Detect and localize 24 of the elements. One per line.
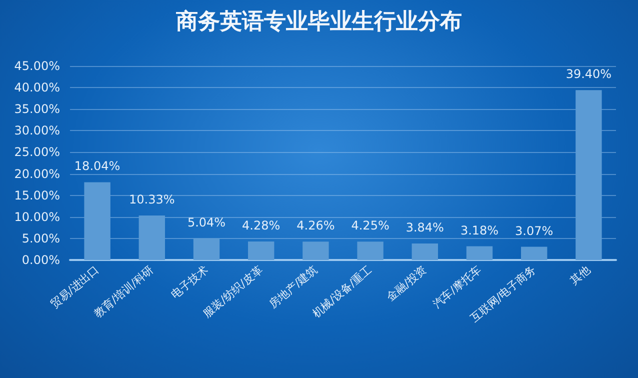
data-label: 4.28% bbox=[242, 218, 280, 233]
chart-title: 商务英语专业毕业生行业分布 bbox=[175, 8, 462, 34]
y-tick-label: 45.00% bbox=[14, 59, 60, 73]
y-tick-label: 10.00% bbox=[14, 210, 60, 224]
data-label: 3.84% bbox=[406, 220, 444, 234]
x-tick-label: 金融/投资 bbox=[384, 263, 430, 304]
y-tick-label: 5.00% bbox=[22, 231, 60, 246]
data-label: 3.07% bbox=[515, 224, 554, 238]
data-label: 3.18% bbox=[460, 223, 499, 238]
data-label: 10.33% bbox=[129, 192, 175, 206]
x-tick-label: 电子技术 bbox=[168, 263, 211, 302]
data-label: 4.25% bbox=[351, 218, 390, 233]
y-tick-label: 0.00% bbox=[22, 253, 60, 267]
data-label: 39.40% bbox=[566, 67, 612, 82]
data-label: 4.26% bbox=[296, 218, 335, 233]
x-tick-label: 其他 bbox=[568, 263, 593, 288]
y-tick-label: 35.00% bbox=[14, 102, 60, 116]
y-tick-label: 25.00% bbox=[14, 145, 60, 160]
y-tick-label: 20.00% bbox=[14, 166, 60, 181]
y-tick-label: 15.00% bbox=[14, 188, 60, 202]
data-label: 18.04% bbox=[74, 159, 120, 174]
data-label: 5.04% bbox=[187, 215, 226, 230]
y-tick-label: 30.00% bbox=[14, 124, 60, 138]
y-tick-label: 40.00% bbox=[14, 80, 60, 95]
